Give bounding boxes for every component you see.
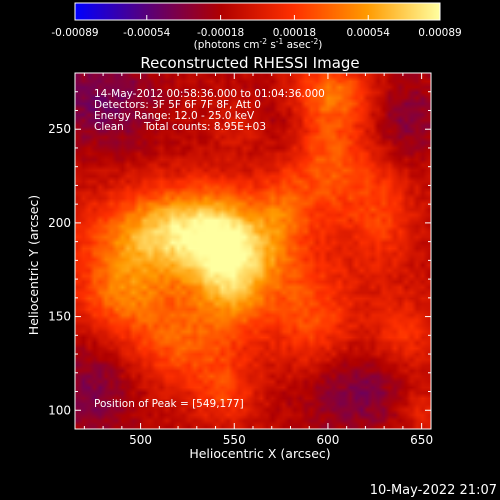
annotation-total-counts: Total counts: 8.95E+03 [143, 121, 266, 133]
colorbar-ticks: -0.00089 -0.00054 -0.00018 0.00018 0.00054 0.… [51, 15, 462, 39]
colorbar-tick-label: 0.00054 [347, 27, 391, 39]
chart-title: Reconstructed RHESSI Image [140, 54, 359, 72]
colorbar-unit-label: (photons cm-2 s-1 asec-2) [194, 37, 323, 51]
y-tick-label: 150 [48, 310, 71, 324]
y-tick-label: 200 [48, 216, 71, 230]
colorbar-bar [74, 2, 441, 21]
colorbar-tick-label: 0.00089 [418, 27, 461, 39]
colorbar: -0.00089 -0.00054 -0.00018 0.00018 0.00054 0.… [51, 2, 462, 51]
colorbar-tick-label: 0.00018 [273, 27, 316, 39]
y-axis: 100 150 200 250 [48, 72, 431, 430]
y-tick-label: 100 [48, 403, 71, 417]
colorbar-tick-label: -0.00089 [51, 27, 98, 39]
y-axis-label: Heliocentric Y (arcsec) [26, 195, 41, 335]
annotation-detectors: Detectors: 3F 5F 6F 7F 8F, Att 0 [94, 99, 261, 111]
image-container [75, 73, 431, 429]
annotation-clean: Clean [94, 121, 124, 133]
x-tick-label: 550 [223, 433, 246, 447]
heatmap-image [75, 73, 431, 429]
x-axis-label: Heliocentric X (arcsec) [189, 446, 330, 461]
annotation-energy: Energy Range: 12.0 - 25.0 keV [94, 110, 255, 122]
annotation-time-range: 14-May-2012 00:58:36.000 to 01:04:36.000 [94, 88, 325, 100]
x-axis: 500 550 600 650 [83, 73, 433, 447]
colorbar-tick-label: -0.00018 [197, 27, 244, 39]
annotation-peak: Position of Peak = [549,177] [94, 398, 244, 410]
colorbar-tick-label: -0.00054 [123, 27, 171, 39]
y-tick-label: 250 [48, 122, 71, 136]
x-tick-label: 600 [316, 433, 339, 447]
image-annotations: 14-May-2012 00:58:36.000 to 01:04:36.000… [94, 88, 325, 410]
footer-timestamp: 10-May-2022 21:07 [370, 483, 497, 498]
x-tick-label: 500 [129, 433, 152, 447]
x-tick-label: 650 [410, 433, 433, 447]
